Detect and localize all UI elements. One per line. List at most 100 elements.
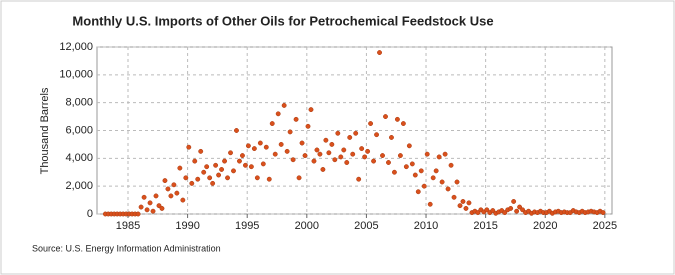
- data-point: [448, 162, 454, 168]
- data-point: [222, 158, 228, 164]
- y-tick-label: 0: [87, 208, 93, 220]
- data-point: [141, 194, 147, 200]
- y-tick-label: 2,000: [65, 180, 93, 192]
- data-point: [162, 178, 168, 184]
- x-tick-label: 1995: [235, 220, 259, 232]
- data-point: [403, 164, 409, 170]
- y-tick-label: 10,000: [59, 69, 93, 81]
- data-point: [383, 114, 388, 120]
- y-tick-label: 6,000: [65, 124, 93, 136]
- data-point: [371, 158, 377, 164]
- data-point: [225, 175, 230, 181]
- data-point: [329, 141, 335, 147]
- data-point: [183, 175, 189, 181]
- data-point: [514, 208, 520, 214]
- data-point: [457, 203, 463, 209]
- data-point: [418, 168, 424, 174]
- data-point: [389, 135, 394, 140]
- data-point: [445, 186, 451, 192]
- data-point: [409, 161, 415, 167]
- data-point: [207, 175, 213, 181]
- data-point: [237, 158, 242, 164]
- plot-area: [96, 46, 613, 215]
- data-point: [186, 144, 192, 150]
- data-point: [251, 146, 257, 152]
- data-point: [421, 183, 427, 189]
- data-point: [168, 193, 174, 199]
- data-point: [293, 116, 299, 122]
- data-point: [520, 207, 526, 213]
- data-point: [150, 208, 156, 214]
- data-point: [135, 211, 141, 217]
- data-point: [490, 208, 496, 213]
- data-point: [174, 190, 180, 196]
- data-point: [314, 147, 320, 153]
- data-point: [341, 147, 347, 153]
- data-point: [284, 148, 290, 154]
- data-point: [439, 179, 445, 185]
- data-point: [290, 157, 296, 163]
- data-point: [320, 167, 326, 172]
- data-point: [475, 210, 481, 216]
- x-tick-label: 1990: [175, 220, 199, 232]
- data-point: [430, 175, 436, 181]
- data-point: [156, 203, 162, 209]
- data-point: [463, 205, 469, 211]
- data-point: [394, 116, 400, 122]
- data-point: [356, 176, 362, 182]
- data-point: [511, 199, 517, 204]
- y-tick-label: 8,000: [65, 97, 93, 109]
- data-point: [278, 141, 284, 147]
- y-tick-label: 12,000: [59, 41, 93, 53]
- data-point: [380, 153, 385, 159]
- data-point: [427, 201, 433, 207]
- data-point: [198, 148, 204, 154]
- data-point: [415, 189, 421, 195]
- data-point: [454, 179, 460, 185]
- data-point: [374, 132, 380, 138]
- data-point: [386, 160, 391, 165]
- data-point: [517, 204, 523, 210]
- data-point: [296, 175, 302, 181]
- data-point: [377, 50, 382, 56]
- data-point: [165, 186, 171, 192]
- data-point: [466, 200, 472, 206]
- data-point: [311, 158, 317, 164]
- data-point: [400, 121, 406, 126]
- data-point: [219, 167, 225, 172]
- data-point: [332, 157, 338, 163]
- data-point: [147, 200, 153, 206]
- data-point: [451, 194, 457, 200]
- data-point: [138, 204, 144, 210]
- data-point: [317, 151, 323, 157]
- data-point: [269, 121, 275, 126]
- data-point: [213, 162, 219, 168]
- data-point: [248, 164, 254, 170]
- data-point: [231, 168, 236, 174]
- x-tick-label: 2020: [533, 220, 557, 232]
- source-note: Source: U.S. Energy Information Administ…: [32, 243, 221, 253]
- data-point: [272, 151, 278, 157]
- x-tick-label: 2005: [354, 220, 378, 232]
- data-point: [460, 199, 466, 204]
- x-tick-label: 2010: [414, 220, 438, 232]
- data-point: [308, 107, 314, 113]
- x-tick-label: 2015: [473, 220, 497, 232]
- data-point: [344, 160, 350, 165]
- data-point: [242, 162, 248, 168]
- data-point: [436, 154, 442, 160]
- data-point: [180, 197, 186, 203]
- data-point: [260, 161, 266, 167]
- data-point: [508, 205, 514, 211]
- chart-title: Monthly U.S. Imports of Other Oils for P…: [72, 13, 493, 28]
- data-point: [159, 205, 165, 211]
- data-point: [600, 210, 606, 216]
- data-point: [433, 168, 439, 174]
- data-point: [177, 165, 183, 171]
- data-point: [323, 137, 329, 143]
- data-point: [299, 140, 305, 146]
- x-tick-label: 2025: [593, 220, 617, 232]
- data-point: [254, 175, 260, 181]
- data-point: [234, 128, 239, 133]
- data-point: [257, 140, 263, 146]
